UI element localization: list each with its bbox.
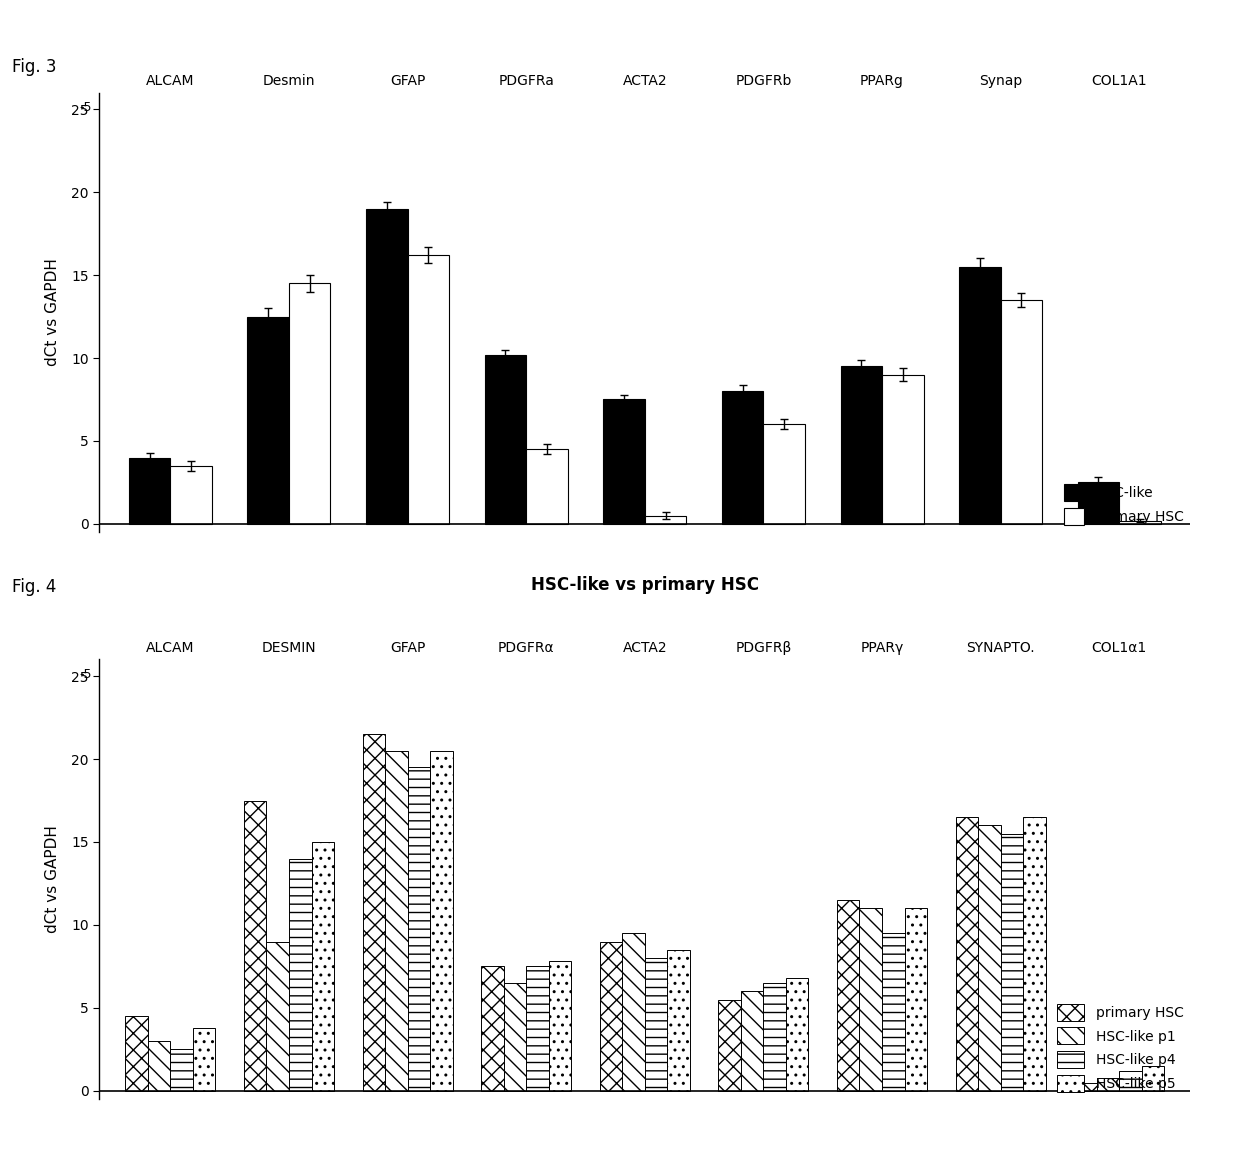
Bar	[311, 842, 334, 1091]
Text: Fig. 4: Fig. 4	[12, 578, 57, 597]
Bar	[622, 934, 645, 1091]
Legend: HSC-like, primary HSC: HSC-like, primary HSC	[1064, 485, 1183, 525]
Bar	[408, 767, 430, 1091]
Bar	[604, 399, 645, 524]
Bar	[904, 908, 928, 1091]
Bar	[481, 966, 503, 1091]
Text: -5: -5	[79, 102, 92, 115]
Bar	[125, 1016, 148, 1091]
Bar	[837, 900, 859, 1091]
Bar	[882, 375, 924, 524]
Bar	[148, 1041, 170, 1091]
Bar	[882, 934, 904, 1091]
Bar	[645, 958, 667, 1091]
Bar	[129, 457, 170, 524]
Bar	[289, 283, 331, 524]
Bar	[289, 858, 311, 1091]
Bar	[366, 208, 408, 524]
Bar	[1074, 1083, 1096, 1091]
Bar	[362, 735, 386, 1091]
Bar	[956, 817, 978, 1091]
Bar	[978, 825, 1001, 1091]
Title: HSC-like vs primary HSC: HSC-like vs primary HSC	[531, 576, 759, 594]
Bar	[248, 317, 289, 524]
Bar	[722, 391, 764, 524]
Y-axis label: dCt vs GAPDH: dCt vs GAPDH	[45, 825, 60, 934]
Bar	[859, 908, 882, 1091]
Bar	[1023, 817, 1045, 1091]
Bar	[959, 267, 1001, 524]
Bar	[764, 425, 805, 524]
Text: -5: -5	[79, 669, 92, 681]
Y-axis label: dCt vs GAPDH: dCt vs GAPDH	[45, 258, 60, 367]
Bar	[1096, 1077, 1120, 1091]
Bar	[1078, 482, 1120, 524]
Bar	[1120, 521, 1161, 524]
Bar	[1142, 1066, 1164, 1091]
Bar	[244, 801, 267, 1091]
Text: Fig. 3: Fig. 3	[12, 58, 57, 76]
Bar	[170, 466, 212, 524]
Bar	[740, 992, 764, 1091]
Bar	[1001, 300, 1042, 524]
Bar	[526, 449, 568, 524]
Bar	[267, 942, 289, 1091]
Bar	[645, 516, 686, 524]
Bar	[1120, 1071, 1142, 1091]
Bar	[764, 983, 786, 1091]
Bar	[841, 367, 882, 524]
Bar	[430, 751, 453, 1091]
Bar	[408, 256, 449, 524]
Bar	[503, 983, 526, 1091]
Bar	[193, 1027, 216, 1091]
Bar	[485, 355, 526, 524]
Bar	[386, 751, 408, 1091]
Bar	[526, 966, 549, 1091]
Bar	[718, 1000, 740, 1091]
Bar	[549, 961, 572, 1091]
Bar	[1001, 834, 1023, 1091]
Bar	[170, 1049, 193, 1091]
Legend: primary HSC, HSC-like p1, HSC-like p4, HSC-like p5: primary HSC, HSC-like p1, HSC-like p4, H…	[1056, 1003, 1183, 1092]
Bar	[786, 978, 808, 1091]
Bar	[667, 950, 689, 1091]
Bar	[600, 942, 622, 1091]
